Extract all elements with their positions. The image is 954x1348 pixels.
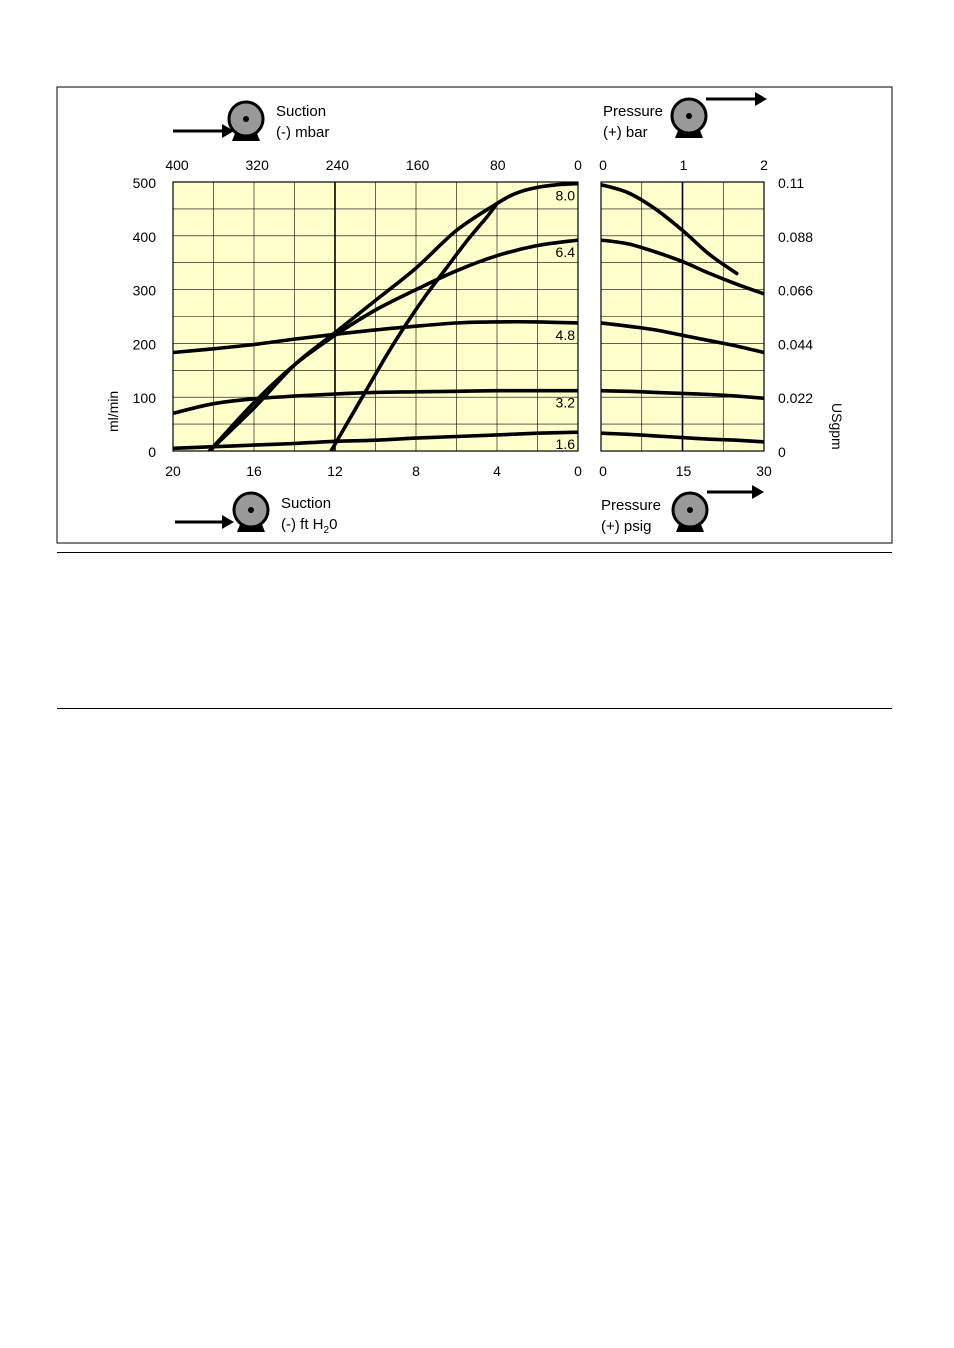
suction-bottom-tick: 12	[327, 463, 343, 479]
series-line-pressure-6-4	[601, 238, 764, 296]
series-label: 3.2	[556, 395, 576, 411]
pressure-top-caption-line1: Pressure	[603, 103, 663, 120]
pump-icon	[671, 491, 709, 532]
series-line-pressure-8-0	[601, 182, 739, 276]
series-line-pressure-3-2	[601, 388, 764, 401]
tick-labels: 400 320 240 160 80 020 16 12 8 4 00 1 20 15 3050040030…	[133, 157, 814, 479]
series-line-pressure-1-6	[601, 431, 764, 444]
suction-bottom-tick: 4	[493, 463, 501, 479]
y-tick-left: 300	[133, 283, 157, 299]
pump-icon	[227, 100, 265, 141]
series-line-suction-extra-5	[329, 201, 499, 451]
y-tick-left: 0	[148, 444, 156, 460]
suction-top-legend: Suction (-) mbar	[173, 100, 329, 141]
y-tick-right: 0.022	[778, 390, 813, 406]
y-tick-left: 400	[133, 229, 157, 245]
y-tick-right: 0.066	[778, 283, 813, 299]
series-label: 4.8	[556, 327, 576, 343]
series-label: 6.4	[556, 244, 576, 260]
top-divider	[57, 552, 892, 553]
y-tick-right: 0.11	[778, 175, 804, 191]
pressure-bottom-legend: Pressure (+) psig	[601, 485, 764, 535]
pump-performance-chart: ml/min USgpm 400 320 240 160 80 020 16 12 8 4 00 1 2…	[56, 86, 893, 544]
pump-icon	[232, 491, 270, 532]
series-line-suction-3-2	[173, 388, 578, 416]
pressure-bottom-caption-line1: Pressure	[601, 497, 661, 514]
y-tick-left: 500	[133, 175, 157, 191]
suction-unit-subscript: 2	[324, 525, 330, 536]
inlet-arrowhead-icon	[222, 124, 234, 138]
curves	[173, 182, 764, 451]
pressure-bottom-tick: 15	[676, 463, 692, 479]
suction-bottom-tick: 0	[574, 463, 582, 479]
pressure-bottom-tick: 0	[599, 463, 607, 479]
outlet-arrowhead-icon	[755, 92, 767, 106]
pressure-top-tick: 0	[599, 157, 607, 173]
grid	[173, 182, 764, 451]
suction-top-tick: 320	[246, 157, 270, 173]
outlet-arrowhead-icon	[752, 485, 764, 499]
pressure-bottom-tick: 30	[756, 463, 772, 479]
suction-top-caption-line2: (-) mbar	[276, 124, 329, 141]
pressure-top-tick: 1	[680, 157, 688, 173]
suction-bottom-tick: 20	[165, 463, 181, 479]
series-line-suction-4-8	[173, 319, 578, 355]
series-label: 8.0	[556, 188, 576, 204]
suction-top-tick: 160	[406, 157, 430, 173]
suction-top-tick: 0	[574, 157, 582, 173]
pressure-top-caption-line2: (+) bar	[603, 124, 648, 141]
suction-bottom-tick: 8	[412, 463, 420, 479]
pressure-top-tick: 2	[760, 157, 768, 173]
y-axis-label-right: USgpm	[829, 403, 845, 450]
suction-top-tick: 400	[165, 157, 189, 173]
y-tick-right: 0	[778, 444, 786, 460]
suction-bottom-caption-line2: (-) ft H20	[281, 516, 337, 536]
series-line-suction-6-4	[207, 238, 578, 451]
suction-top-caption-line1: Suction	[276, 103, 326, 120]
middle-divider	[57, 708, 892, 709]
suction-top-tick: 80	[490, 157, 506, 173]
pump-icon	[670, 97, 708, 138]
inlet-arrowhead-icon	[222, 515, 234, 529]
suction-top-tick: 240	[326, 157, 350, 173]
y-tick-right: 0.044	[778, 336, 813, 352]
suction-unit-prefix: (-) ft H	[281, 516, 324, 533]
y-tick-left: 200	[133, 336, 157, 352]
suction-bottom-caption-line1: Suction	[281, 495, 331, 512]
y-tick-left: 100	[133, 390, 157, 406]
y-tick-right: 0.088	[778, 229, 813, 245]
series-line-pressure-4-8	[601, 321, 764, 355]
pressure-bottom-caption-line2: (+) psig	[601, 518, 651, 535]
suction-bottom-legend: Suction (-) ft H20	[175, 491, 337, 536]
series-label: 1.6	[556, 436, 576, 452]
suction-unit-suffix: 0	[329, 516, 337, 533]
suction-bottom-tick: 16	[246, 463, 262, 479]
y-axis-label-left: ml/min	[105, 391, 121, 432]
pressure-top-legend: Pressure (+) bar	[603, 92, 767, 141]
series-line-suction-1-6	[173, 430, 578, 451]
series-labels: 8.0 6.4 4.8 3.2 1.6	[556, 188, 576, 453]
